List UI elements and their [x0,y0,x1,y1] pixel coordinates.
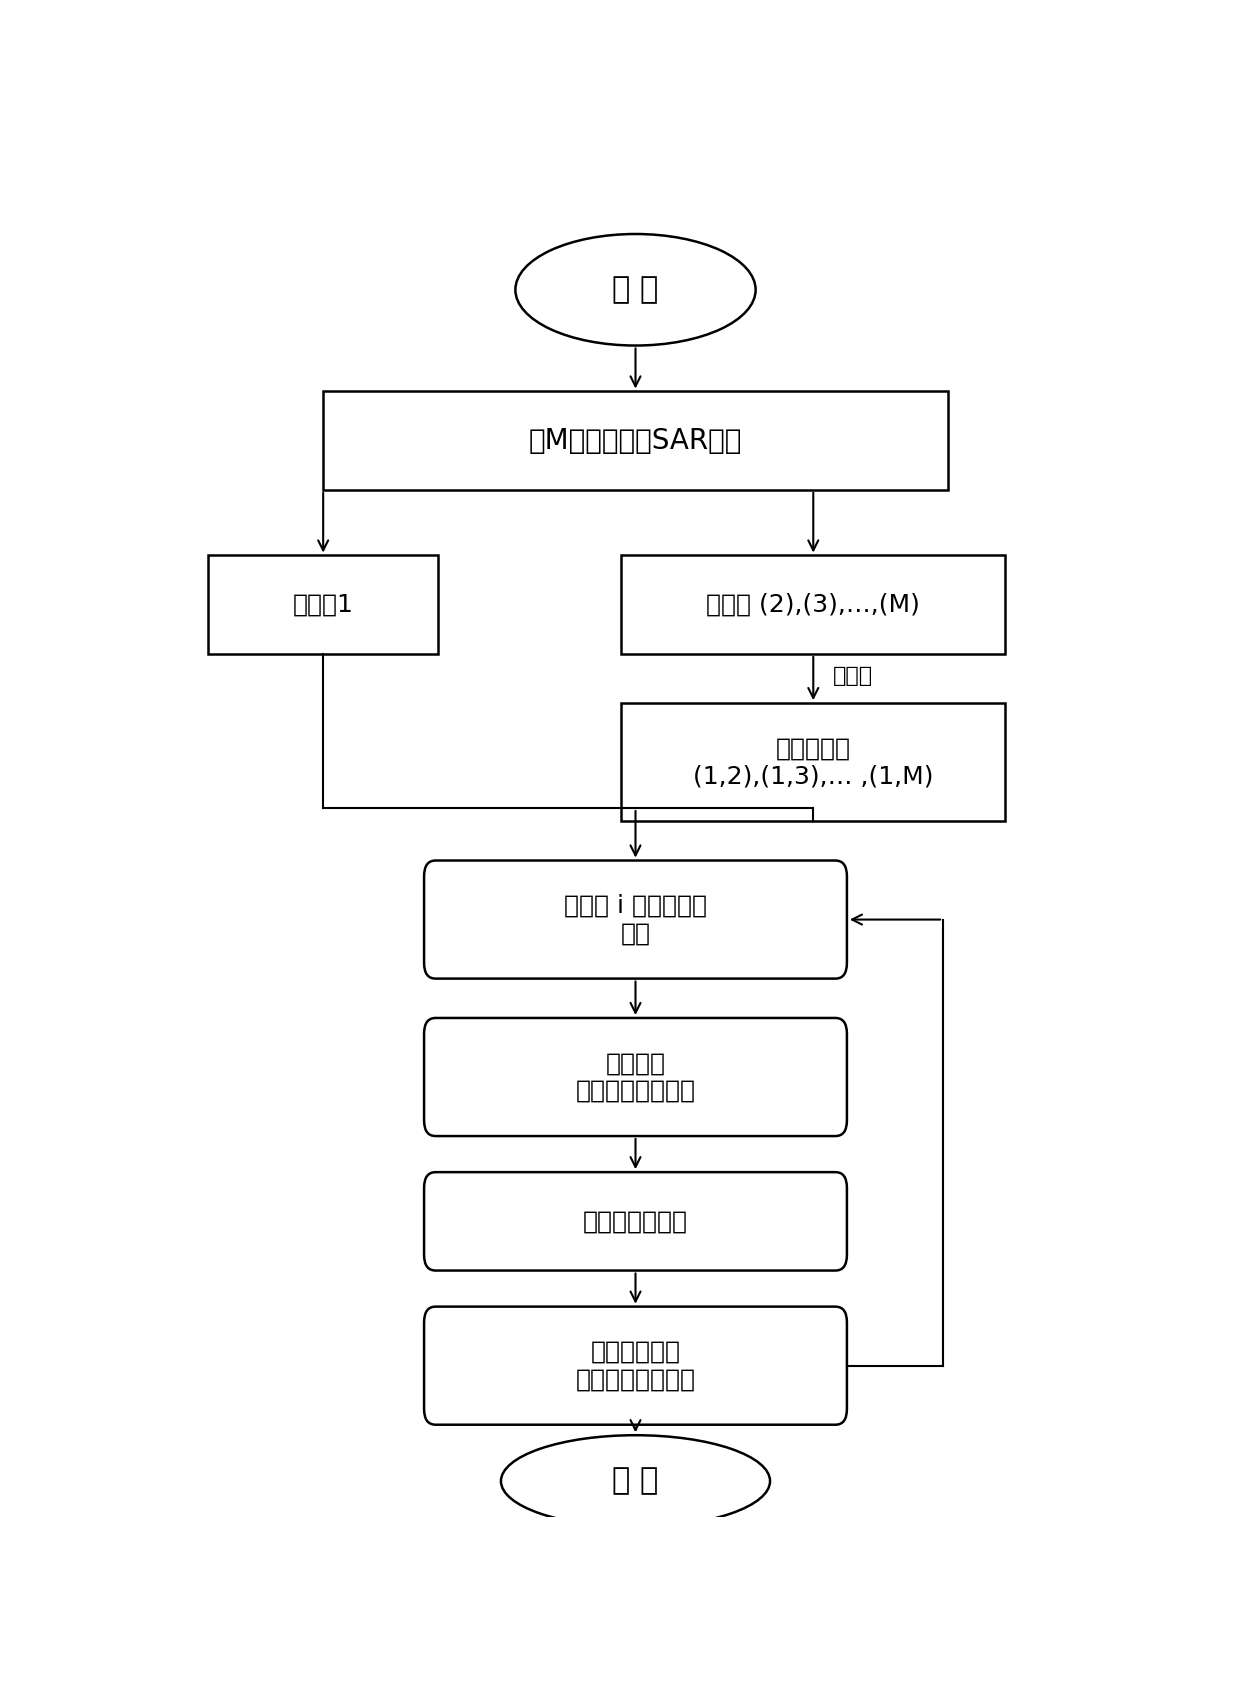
Text: 主图像1: 主图像1 [293,593,353,617]
Text: 构造最优
加权联合数据矢量: 构造最优 加权联合数据矢量 [575,1051,696,1102]
Text: 估计协方差矩阵: 估计协方差矩阵 [583,1210,688,1234]
Text: 求像素 i 的最优加权
矢量: 求像素 i 的最优加权 矢量 [564,893,707,946]
Text: 对M幅数据进行SAR成像: 对M幅数据进行SAR成像 [528,426,743,455]
Text: 粗配准: 粗配准 [832,666,873,685]
Text: 干涉相位展开
（地形高程恢复）: 干涉相位展开 （地形高程恢复） [575,1339,696,1392]
Text: 粗配准图像
(1,2),(1,3),… ,(1,M): 粗配准图像 (1,2),(1,3),… ,(1,M) [693,736,934,787]
Text: 副图像 (2),(3),…,(M): 副图像 (2),(3),…,(M) [707,593,920,617]
Text: 结 束: 结 束 [613,1467,658,1496]
Text: 开 始: 开 始 [613,276,658,305]
